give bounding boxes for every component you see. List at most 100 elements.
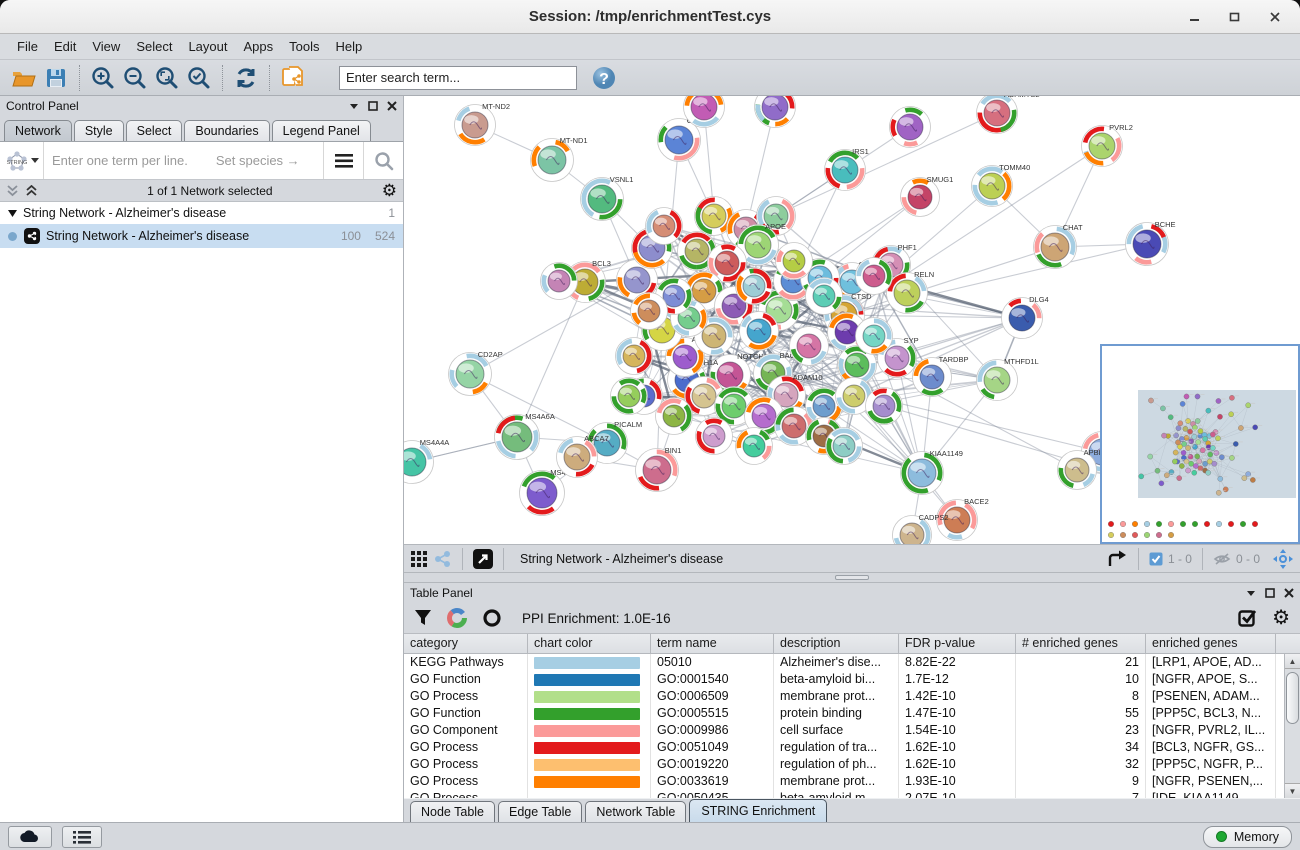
network-node-smug1[interactable]: SMUG1 (900, 175, 954, 217)
table-scrollbar[interactable]: ▲ ▼ (1284, 654, 1300, 798)
network-node-aplp2[interactable]: APLP2 (665, 335, 715, 377)
network-node[interactable] (865, 387, 903, 425)
network-node[interactable] (805, 277, 843, 315)
network-node-mt-nd1[interactable]: MT-ND1 (530, 136, 588, 182)
network-node-bche[interactable]: BCHE (1125, 220, 1176, 266)
network-node[interactable] (645, 207, 683, 245)
network-node[interactable] (739, 311, 779, 351)
tree-expand-icon[interactable] (8, 209, 17, 217)
network-node-abca7[interactable]: ABCA7 (556, 434, 609, 478)
network-collection-row[interactable]: String Network - Alzheimer's disease 1 (0, 202, 403, 224)
close-button[interactable] (1268, 10, 1282, 24)
column-header-1[interactable]: category (404, 634, 528, 653)
table-row[interactable]: GO Function GO:0005515 protein binding 1.47… (404, 705, 1284, 722)
close-panel-icon[interactable] (1284, 588, 1294, 598)
network-node-gab2[interactable]: GAB2 (657, 116, 707, 162)
scrollbar-thumb[interactable] (1286, 672, 1299, 724)
network-node[interactable] (889, 106, 931, 148)
network-node[interactable] (735, 267, 773, 305)
network-node-tardbp[interactable]: TARDBP (912, 355, 969, 397)
tab-edge-table[interactable]: Edge Table (498, 801, 583, 822)
network-node-apbb1[interactable]: APBB1 (1057, 448, 1108, 490)
tab-legend-panel[interactable]: Legend Panel (271, 120, 371, 141)
network-node-apoe[interactable]: APOE (737, 222, 786, 266)
float-panel-icon[interactable] (368, 101, 378, 111)
network-node-cadps2[interactable]: CADPS2 (892, 513, 949, 545)
network-node[interactable] (837, 345, 877, 385)
network-node-kiaa1149[interactable]: KIAA1149 (900, 449, 963, 495)
string-options-button[interactable] (323, 142, 363, 179)
string-search-button[interactable] (363, 142, 403, 179)
save-session-button[interactable] (40, 63, 72, 93)
network-node[interactable] (707, 243, 747, 283)
network-node[interactable] (735, 427, 773, 465)
tab-node-table[interactable]: Node Table (410, 801, 496, 822)
memory-button[interactable]: Memory (1202, 825, 1292, 848)
network-node[interactable] (855, 317, 893, 355)
network-node-tomm40[interactable]: TOMM40 (971, 163, 1031, 207)
string-source-selector[interactable]: STRING (0, 142, 44, 179)
table-row[interactable]: GO Component GO:0009986 cell surface 1.54E-… (404, 722, 1284, 739)
table-row[interactable]: GO Process GO:0033619 membrane prot... 1.93… (404, 773, 1284, 790)
horizontal-splitter[interactable] (404, 573, 1300, 583)
close-panel-icon[interactable] (387, 101, 397, 111)
network-gear-icon[interactable]: ⚙ (381, 181, 397, 200)
network-node-ms4a6a[interactable]: MS4A6A (494, 412, 555, 460)
network-node-adamts2[interactable]: ADAMTS2 (976, 96, 1040, 134)
network-node-cd2ap[interactable]: CD2AP (448, 350, 503, 396)
panel-menu-icon[interactable] (1246, 589, 1256, 597)
ring-chart-icon[interactable] (482, 608, 502, 628)
menu-edit[interactable]: Edit (53, 39, 77, 54)
launch-view-icon[interactable] (473, 548, 493, 569)
help-button[interactable]: ? (591, 65, 617, 91)
maximize-button[interactable] (1228, 10, 1242, 24)
cloud-tasks-button[interactable] (8, 825, 52, 848)
open-session-button[interactable] (8, 63, 40, 93)
column-header-5[interactable]: FDR p-value (899, 634, 1016, 653)
menu-file[interactable]: File (17, 39, 38, 54)
network-node-chat[interactable]: CHAT (1033, 223, 1083, 269)
column-header-2[interactable]: chart color (528, 634, 651, 653)
zoom-selected-button[interactable] (183, 63, 215, 93)
table-row[interactable]: GO Process GO:0006509 membrane prot... 1.42… (404, 688, 1284, 705)
scroll-up-button[interactable]: ▲ (1285, 654, 1300, 669)
menu-help[interactable]: Help (335, 39, 363, 54)
network-node[interactable] (610, 377, 648, 415)
table-row[interactable]: KEGG Pathways 05010 Alzheimer's dise... 8.8… (404, 654, 1284, 671)
birdseye-view[interactable] (1100, 344, 1300, 544)
tab-network[interactable]: Network (4, 120, 72, 141)
menu-view[interactable]: View (92, 39, 121, 54)
birdseye-toggle-icon[interactable] (434, 550, 452, 568)
string-query-input[interactable]: Enter one term per line. Set species → (44, 153, 323, 168)
menu-apps[interactable]: Apps (243, 39, 274, 54)
network-node-bace2[interactable]: BACE2 (936, 497, 989, 541)
table-row[interactable]: GO Function GO:0001540 beta-amyloid bi... 1… (404, 671, 1284, 688)
table-row[interactable]: GO Process GO:0019220 regulation of ph... 1… (404, 756, 1284, 773)
network-node-reln[interactable]: RELN (886, 270, 935, 314)
network-node[interactable] (754, 96, 796, 128)
table-gear-icon[interactable]: ⚙ (1272, 607, 1290, 629)
network-node-irs1[interactable]: IRS1 (824, 147, 869, 191)
menu-select[interactable]: Select (136, 39, 173, 54)
zoom-in-button[interactable] (87, 63, 119, 93)
network-node-mt-nd2[interactable]: MT-ND2 (454, 102, 511, 146)
network-node-vsnl1[interactable]: VSNL1 (580, 175, 634, 221)
network-node-pvrl2[interactable]: PVRL2 (1081, 123, 1133, 167)
refresh-button[interactable] (230, 63, 262, 93)
network-node[interactable] (825, 427, 863, 465)
network-node[interactable] (540, 262, 578, 300)
column-header-7[interactable]: enriched genes (1146, 634, 1276, 653)
expand-all-icon[interactable] (25, 184, 38, 197)
enrichment-chart-icon[interactable] (446, 607, 468, 629)
tab-network-table[interactable]: Network Table (585, 801, 687, 822)
float-panel-icon[interactable] (1265, 588, 1275, 598)
network-node-dlg4[interactable]: DLG4 (1001, 295, 1049, 339)
network-node[interactable] (695, 417, 733, 455)
pan-tool-icon[interactable] (1272, 548, 1294, 570)
network-node[interactable] (683, 96, 725, 128)
zoom-fit-button[interactable] (151, 63, 183, 93)
network-node[interactable] (744, 396, 784, 436)
network-node[interactable] (789, 326, 829, 366)
network-canvas[interactable]: MT-ND2 MT-ND1 VSNL1 GAB2 IRS1 ADAMTS2 PVRL2 TOM… (404, 96, 1300, 545)
column-header-3[interactable]: term name (651, 634, 774, 653)
